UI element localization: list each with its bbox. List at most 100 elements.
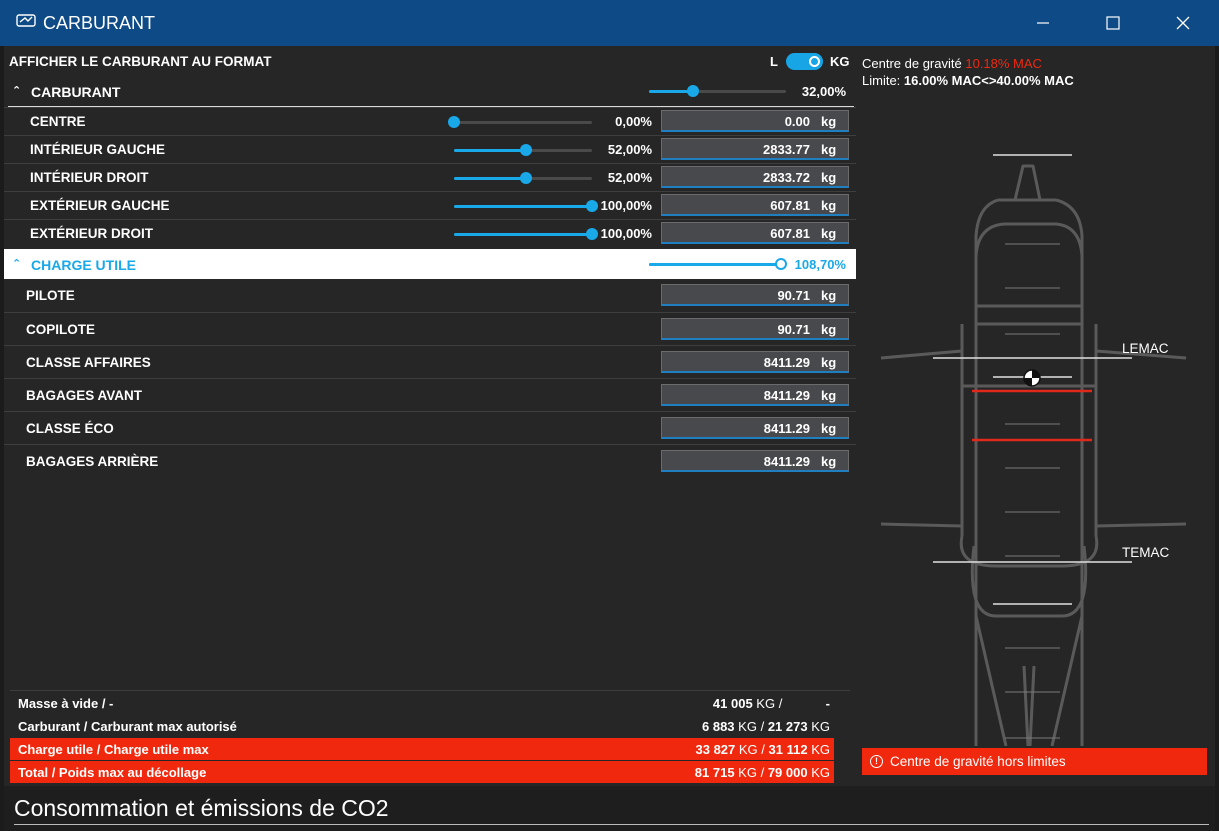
tank-quantity-value: 2833.72 [763,170,810,185]
station-weight-input[interactable]: 90.71 kg [661,284,849,306]
payload-row-business: CLASSE AFFAIRES 8411.29 kg [4,345,856,378]
summary-row-total: Total / Poids max au décollage 81 715 KG… [10,761,834,783]
payload-section-title: CHARGE UTILE [31,257,136,273]
tank-slider[interactable] [454,228,598,240]
co2-section-title[interactable]: Consommation et émissions de CO2 [14,795,389,821]
tank-slider[interactable] [454,144,592,156]
slider-knob[interactable] [586,228,598,240]
summary-value: 41 005 KG / - [712,696,830,711]
station-weight-value: 90.71 [777,288,810,303]
payload-total-percent: 108,70% [794,257,846,272]
tank-row-inner-right: INTÉRIEUR DROIT 52,00% 2833.72 kg [4,163,856,191]
slider-knob[interactable] [448,116,460,128]
maximize-button[interactable] [1078,0,1148,46]
fuel-total-percent: 32,00% [801,84,846,99]
unit-label: kg [821,421,837,436]
summary-label: Total / Poids max au décollage [18,765,207,780]
minimize-icon [1037,22,1049,24]
payload-row-rear-baggage: BAGAGES ARRIÈRE 8411.29 kg [4,444,856,477]
slider-knob[interactable] [519,144,532,156]
unit-format-label: AFFICHER LE CARBURANT AU FORMAT [9,54,272,69]
tank-slider[interactable] [454,172,592,184]
unit-toggle[interactable] [786,53,823,70]
cg-limit: Limite: 16.00% MAC<>40.00% MAC [862,73,1074,88]
station-weight-input[interactable]: 8411.29 kg [661,450,849,472]
toggle-knob [809,56,820,67]
tank-quantity-input[interactable]: 607.81 kg [661,194,849,216]
unit-label: kg [821,454,837,469]
divider [8,106,854,107]
maximize-icon [1106,16,1120,30]
summary-label: Masse à vide / - [18,696,114,711]
minimize-button[interactable] [1008,0,1078,46]
fuel-payload-panel: AFFICHER LE CARBURANT AU FORMAT L KG ⌃ C… [4,46,856,786]
slider-knob[interactable] [775,258,787,270]
unit-format-row: AFFICHER LE CARBURANT AU FORMAT L KG [4,46,856,76]
unit-option-kg[interactable]: KG [830,54,850,69]
unit-label: kg [821,170,837,185]
window-title: CARBURANT [43,13,156,33]
chevron-up-icon: ⌃ [12,85,22,97]
payload-total-slider[interactable] [649,258,787,270]
payload-row-economy: CLASSE ÉCO 8411.29 kg [4,411,856,444]
cg-limit-value: 16.00% MAC<>40.00% MAC [903,73,1074,88]
unit-label: kg [821,388,837,403]
app-logo-icon [16,14,36,27]
unit-label: kg [821,322,837,337]
station-weight-value: 90.71 [777,322,810,337]
slider-knob[interactable] [519,172,532,184]
station-weight-input[interactable]: 90.71 kg [661,318,849,340]
slider-knob[interactable] [686,85,699,97]
slider-knob[interactable] [586,200,598,212]
payload-row-copilot: COPILOTE 90.71 kg [4,312,856,345]
tank-quantity-input[interactable]: 607.81 kg [661,222,849,244]
fuel-section-header[interactable]: ⌃ CARBURANT 32,00% [4,76,856,106]
tank-label: EXTÉRIEUR GAUCHE [30,198,170,213]
lemac-label: LEMAC [1122,341,1169,356]
fuel-section-title: CARBURANT [31,84,121,100]
cg-warning-text: Centre de gravité hors limites [890,754,1066,769]
tank-quantity-value: 0.00 [784,114,810,129]
summary-value: 6 883 KG / 21 273 KG [702,719,830,734]
cg-label: Centre de gravité [862,56,962,71]
tank-percent: 52,00% [607,142,652,157]
tank-percent: 100,00% [600,226,652,241]
center-of-gravity-panel: Centre de gravité 10.18% MAC Limite: 16.… [856,46,1215,786]
station-label: COPILOTE [26,322,96,337]
cg-marker-icon [1023,369,1041,387]
fuel-total-slider[interactable] [649,85,786,97]
tank-quantity-input[interactable]: 2833.77 kg [661,138,849,160]
tank-quantity-value: 607.81 [770,226,810,241]
warning-icon: ! [870,755,883,768]
station-weight-input[interactable]: 8411.29 kg [661,384,849,406]
unit-label: kg [821,114,837,129]
close-icon [1176,16,1190,30]
station-label: BAGAGES AVANT [26,388,143,403]
tank-quantity-input[interactable]: 0.00 kg [661,110,849,132]
tank-percent: 100,00% [600,198,652,213]
station-label: CLASSE AFFAIRES [26,355,151,370]
close-button[interactable] [1148,0,1218,46]
tank-row-centre: CENTRE 0,00% 0.00 kg [4,107,856,135]
summary-row-payload: Charge utile / Charge utile max 33 827 K… [10,738,834,760]
tank-label: EXTÉRIEUR DROIT [30,226,154,241]
tank-quantity-value: 607.81 [770,198,810,213]
aircraft-diagram [880,154,1187,746]
station-weight-input[interactable]: 8411.29 kg [661,417,849,439]
tank-row-outer-left: EXTÉRIEUR GAUCHE 100,00% 607.81 kg [4,191,856,219]
station-weight-value: 8411.29 [763,454,810,469]
divider [14,824,1209,825]
unit-option-l[interactable]: L [770,54,778,69]
tank-percent: 0,00% [615,114,652,129]
tank-label: INTÉRIEUR DROIT [30,170,149,185]
station-weight-input[interactable]: 8411.29 kg [661,351,849,373]
tank-slider[interactable] [454,200,598,212]
tank-quantity-input[interactable]: 2833.72 kg [661,166,849,188]
tank-slider[interactable] [448,116,592,128]
temac-label: TEMAC [1122,545,1170,560]
co2-section: Consommation et émissions de CO2 [4,786,1215,831]
cg-value: 10.18% MAC [965,56,1042,71]
tank-label: INTÉRIEUR GAUCHE [30,142,166,157]
payload-section-header[interactable]: ⌃ CHARGE UTILE 108,70% [4,249,856,279]
divider [10,690,850,691]
